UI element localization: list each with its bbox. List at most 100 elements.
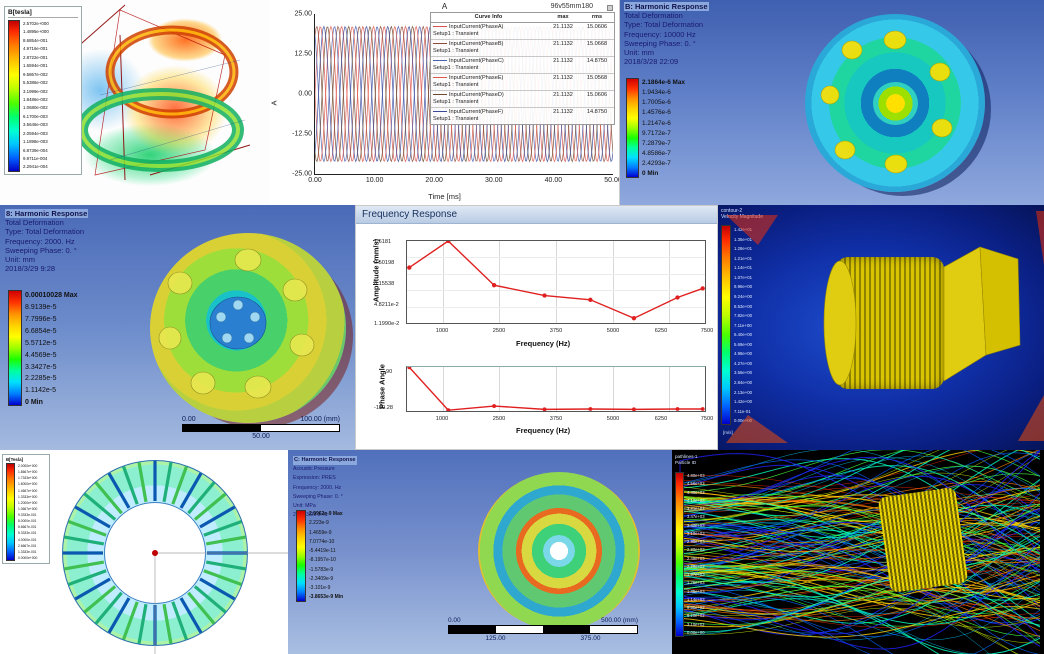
pathline [679, 589, 1041, 644]
result-line: Unit: mm [5, 255, 35, 265]
pathline [679, 508, 1041, 572]
data-point [407, 265, 412, 270]
curve-rms: 14.8750 [586, 58, 608, 64]
legend-value: 6.1700e-003 [23, 113, 48, 119]
pathline [679, 450, 981, 488]
legend-value: 2.9962e-9 Max [309, 511, 343, 517]
amplitude-x-axis-label: Frequency (Hz) [516, 339, 571, 348]
pathline [679, 543, 1041, 626]
scale-bar-graphic [448, 625, 638, 634]
amplitude-x-tick: 6250 [654, 328, 668, 334]
legend-value: 4.9716e-001 [23, 46, 48, 52]
legend-value: 4.10e+03 [687, 497, 705, 503]
particles-legend-title: pathlines-1 Particle ID [675, 454, 697, 466]
amplitude-x-tick: 5000 [606, 328, 620, 334]
legend-value: 1.4895e+000 [23, 29, 49, 35]
pathline [679, 584, 1041, 641]
series-color-swatch [433, 111, 447, 113]
data-point [446, 241, 451, 244]
legend-value: 6.40e+00 [734, 332, 753, 338]
pathline [679, 510, 1041, 582]
pathline [679, 538, 1041, 639]
stator-tooth [74, 505, 111, 529]
x-tick: 20.00 [425, 177, 443, 184]
scale-bar: 0.00 100.00 (mm) 50.00 [182, 416, 340, 440]
table-row: InputCurrent(PhaseD) Setup1 : Transient 21… [431, 91, 614, 108]
stator-tooth [83, 492, 117, 521]
legend-values: 4.80e+03 4.56e+03 4.40e+03 4.10e+03 3.81e+03… [687, 472, 705, 637]
pathline [679, 456, 1041, 573]
scale-max: 500.00 (mm) [601, 617, 638, 624]
scale-bar-graphic [182, 424, 340, 432]
legend-value: 4.0000e-001 [18, 537, 37, 542]
pathline [679, 494, 1041, 557]
panel-harmonic-response-b: B: Harmonic Response Total Deformation T… [620, 0, 1044, 205]
legend-value: 9.9711e-004 [23, 156, 48, 161]
plot-maximize-icon[interactable] [607, 5, 613, 11]
result-header: 8: Harmonic Response Total Deformation T… [5, 209, 89, 273]
flux-2d-legend: B[Tesla] 2.0000e+000 1.8667e+000 1.7333e+0… [2, 454, 50, 564]
legend-value: 1.1142e-5 [25, 387, 57, 395]
phase-x-tick: 5000 [606, 416, 620, 422]
legend-value: 2.90e+03 [687, 539, 705, 544]
legend-value: 1.76e+03 [687, 580, 705, 586]
stator-tooth [137, 603, 148, 644]
legend-value: 1.8667e+000 [18, 470, 38, 475]
stator-tooth [203, 569, 242, 586]
scale-min: 0.00 [182, 416, 196, 423]
legend-value: 8.0000e-001 [18, 519, 37, 524]
legend-value: 7.11e+00 [734, 322, 752, 328]
result-line: Unit: mm [624, 48, 654, 58]
panel-frequency-response: Frequency Response 1.6181 0.50198 0.1553… [355, 205, 718, 450]
result-line: Frequency: 10000 Hz [624, 29, 696, 39]
legend-value: 5.3333e-001 [18, 531, 37, 536]
legend-value: 0 Min [642, 170, 659, 178]
pathline [679, 450, 1041, 500]
legend-value: 1.9434e-6 [642, 89, 671, 97]
stator-tooth [122, 601, 139, 640]
result-title: 8: Harmonic Response [5, 209, 89, 219]
legend-value: 8.53e+00 [734, 303, 753, 309]
result-line: Sweeping Phase: 0. ° [293, 493, 343, 500]
x-tick: 40.00 [544, 177, 563, 184]
legend-value: 7.82e+00 [734, 313, 753, 319]
legend-value: 6.8739e-004 [23, 147, 48, 153]
table-row: InputCurrent(PhaseB) Setup1 : Transient 21… [431, 40, 614, 57]
pathline [679, 450, 1041, 529]
curve-info-table: Curve Info max rms InputCurrent(PhaseA) S… [430, 12, 615, 125]
legend-value: 2.0594e-003 [23, 130, 48, 136]
x-tick: 50.00 [604, 177, 619, 184]
pathline [679, 493, 1041, 583]
stator-mesh-graphic [39, 4, 251, 181]
deformation-legend: 0.00010028 Max 8.9139e-5 7.7996e-5 6.6854e-… [8, 290, 78, 406]
curve-rms: 15.0606 [586, 92, 608, 98]
result-line: Type: Total Deformation [5, 227, 85, 237]
result-line: Expression: PRES [293, 475, 336, 482]
legend-value: 1.6594e-001 [23, 63, 48, 69]
legend-value: -3.8653e-9 Min [309, 594, 344, 601]
pathline [679, 495, 1041, 526]
pathline [679, 504, 1041, 583]
color-bar [626, 78, 639, 178]
legend-value: -2.3409e-9 [309, 575, 334, 582]
pathline [679, 450, 951, 517]
legend-value: 2.5702e+000 [23, 21, 49, 26]
series-color-swatch [433, 94, 447, 96]
color-bar [296, 510, 306, 602]
curve-name: InputCurrent(PhaseC) Setup1 : Transient [433, 58, 504, 71]
design-id-label: 96v55mm180 [550, 3, 593, 10]
pathline [679, 522, 1041, 553]
pathline [679, 566, 1041, 625]
legend-value: 4.98e+00 [734, 351, 753, 357]
column-header-curve-info: Curve Info [474, 14, 503, 20]
color-bar [721, 225, 731, 425]
stator-tooth [171, 601, 188, 640]
phase-y-axis-label: Phase Angle [377, 364, 387, 409]
legend-value: -1.5783e-9 [309, 566, 334, 573]
pathline [679, 450, 1041, 567]
pathline [679, 529, 1041, 600]
pathline [679, 452, 1041, 555]
legend-value: 5.5386e-002 [23, 80, 48, 86]
legend-value: 1.07e+01 [734, 274, 753, 280]
data-point [491, 283, 497, 288]
